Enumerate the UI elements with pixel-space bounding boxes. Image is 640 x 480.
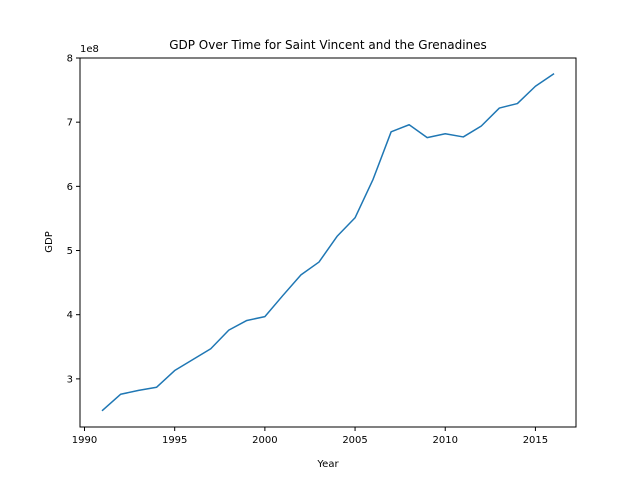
y-tick-label: 5 bbox=[67, 246, 73, 257]
y-axis-ticks: 3 4 5 6 7 8 bbox=[67, 54, 80, 385]
y-tick-label: 6 bbox=[67, 182, 73, 193]
x-tick-label: 2015 bbox=[523, 435, 548, 446]
y-axis-offset-label: 1e8 bbox=[80, 44, 99, 55]
x-axis-ticks: 1990 1995 2000 2005 2010 2015 bbox=[72, 427, 548, 446]
chart-title: GDP Over Time for Saint Vincent and the … bbox=[169, 38, 487, 52]
x-tick-label: 2000 bbox=[252, 435, 277, 446]
y-axis-label: GDP bbox=[44, 231, 55, 252]
y-tick-label: 4 bbox=[67, 310, 73, 321]
y-tick-label: 8 bbox=[67, 54, 73, 65]
plot-frame bbox=[79, 57, 577, 428]
x-tick-label: 2005 bbox=[342, 435, 367, 446]
x-tick-label: 1990 bbox=[72, 435, 97, 446]
x-tick-label: 2010 bbox=[433, 435, 458, 446]
plot-area bbox=[101, 72, 555, 412]
y-tick-label: 7 bbox=[67, 118, 73, 129]
x-axis-label: Year bbox=[316, 459, 339, 470]
series-line bbox=[101, 72, 555, 412]
x-tick-label: 1995 bbox=[162, 435, 187, 446]
y-tick-label: 3 bbox=[67, 374, 73, 385]
